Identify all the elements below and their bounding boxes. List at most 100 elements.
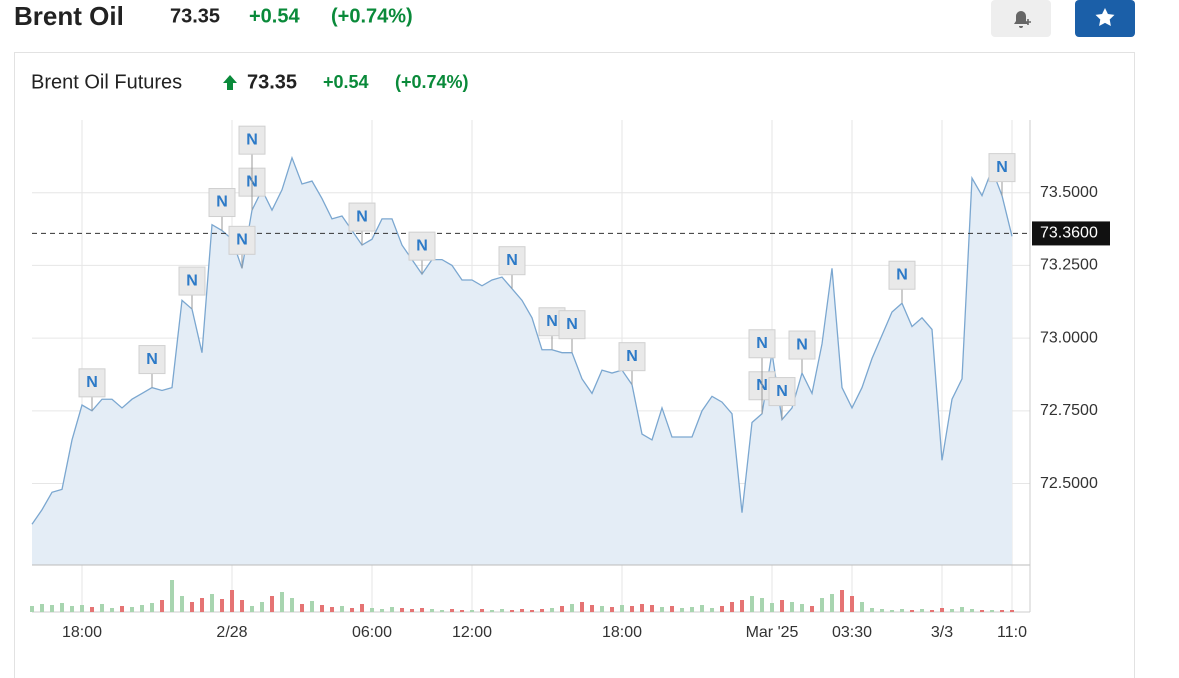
volume-bar [390,607,394,612]
volume-bar [40,604,44,612]
volume-bar [140,605,144,612]
volume-bar [130,607,134,612]
news-label: N [416,237,428,254]
news-label: N [776,383,788,400]
up-arrow [223,75,237,90]
volume-bar [420,608,424,612]
volume-bar [900,609,904,612]
volume-bar [560,606,564,612]
news-label: N [896,266,908,283]
change-pct: (+0.74%) [331,5,413,27]
volume-bar [600,606,604,612]
x-tick-label: 18:00 [62,624,102,641]
volume-bar [810,606,814,612]
volume-bar [930,610,934,612]
y-tick-label: 73.2500 [1040,257,1098,274]
volume-bar [400,608,404,612]
volume-bar [800,604,804,612]
volume-bar [90,607,94,612]
news-badge[interactable] [788,330,816,360]
volume-bar [470,610,474,612]
volume-bar [350,608,354,612]
volume-bar [380,609,384,612]
plot: 18:00 2/28 06:00 12:00 18:00 Mar '25 03:30 3/3 1… [30,120,1110,641]
news-label: N [796,336,808,353]
volume-bar [780,600,784,612]
last-price-box [1032,221,1110,246]
volume-bar [60,603,64,612]
volume-bar [740,600,744,612]
volume-bar [950,609,954,612]
chart-card [14,52,1135,678]
volume-bar [1010,610,1014,612]
news-badge[interactable] [208,188,236,218]
volume-bar [260,602,264,612]
volume-bar [450,609,454,612]
volume-bar [210,594,214,612]
news-badge[interactable] [748,329,776,359]
volume-bar [170,580,174,612]
news-badge[interactable] [618,342,646,372]
volume-bar [310,601,314,612]
news-badge[interactable] [78,368,106,398]
volume-bar [240,600,244,612]
news-badge[interactable] [408,231,436,261]
volume-bar [220,599,224,612]
news-badge[interactable] [138,345,166,375]
volume-bar [890,610,894,612]
y-tick-label: 73.5000 [1040,184,1098,201]
volume-bar [110,608,114,612]
volume-bar [100,604,104,612]
volume-bar [300,604,304,612]
volume-bar [690,607,694,612]
price-area [32,157,1012,565]
volume-bar [970,609,974,612]
news-label: N [626,348,638,365]
volume-bar [920,609,924,612]
y-tick-label: 73.0000 [1040,329,1098,346]
volume-bar [700,605,704,612]
news-badge[interactable] [888,260,916,290]
volume-bar [250,606,254,612]
watchlist-button[interactable] [1075,0,1135,37]
volume-bar [120,606,124,612]
news-label: N [506,252,518,269]
news-badge[interactable] [178,266,206,296]
alert-button[interactable] [991,0,1051,37]
volume-bar [200,598,204,612]
volume-bar [460,610,464,612]
volume-bar [670,606,674,612]
x-tick-label: Mar '25 [746,624,799,641]
volume-bar [480,609,484,612]
volume-bar [680,608,684,612]
news-badge[interactable] [348,202,376,232]
volume-bar [440,610,444,612]
volume-bar [760,598,764,612]
change: +0.54 [249,5,300,27]
chart-change: +0.54 [323,72,369,92]
news-badge[interactable] [558,310,586,340]
news-badge[interactable] [498,246,526,276]
x-tick-label: 12:00 [452,624,492,641]
volume-bar [840,590,844,612]
news-badge[interactable] [228,225,256,255]
news-badge[interactable] [988,153,1016,183]
news-badge[interactable] [768,377,796,407]
x-tick-label: 3/3 [931,624,953,641]
volume-bar [280,592,284,612]
volume-bar [80,605,84,612]
news-label: N [996,159,1008,176]
volume-bar [980,610,984,612]
volume-bar [870,608,874,612]
volume-bar [70,606,74,612]
volume-bar [960,607,964,612]
volume-bar [540,609,544,612]
last-price-label: 73.3600 [1040,225,1098,242]
news-badge[interactable] [238,125,266,155]
volume-bar [180,596,184,612]
x-tick-label: 18:00 [602,624,642,641]
price: 73.35 [170,5,220,27]
volume-bar [320,605,324,612]
news-label: N [146,351,158,368]
